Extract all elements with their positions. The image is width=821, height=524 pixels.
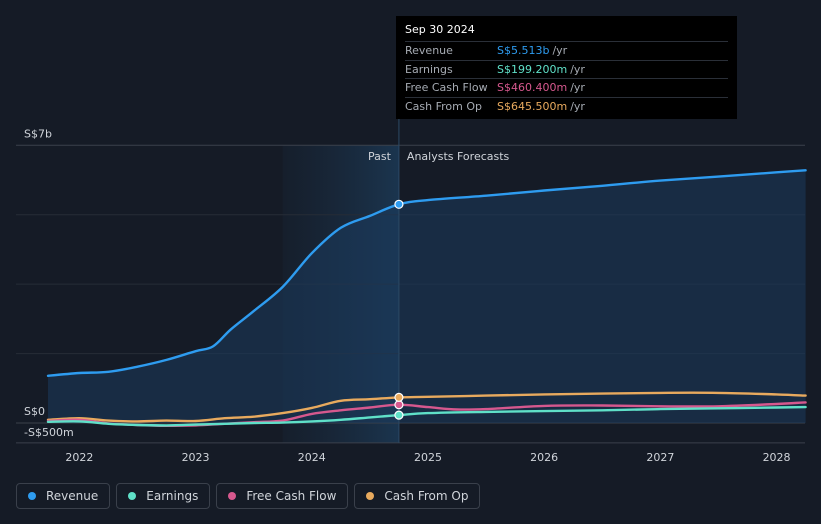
marker-cash-from-op xyxy=(394,392,404,402)
area-revenue xyxy=(48,170,806,423)
tooltip-unit: /yr xyxy=(570,99,585,113)
series-line-earnings xyxy=(46,405,807,427)
tooltip: Sep 30 2024 Revenue S$5.513b /yr Earning… xyxy=(396,16,737,119)
x-axis-ticks: 2022 2023 2024 2025 2026 2027 2028 xyxy=(65,451,790,464)
legend-label: Free Cash Flow xyxy=(246,489,337,503)
tooltip-date: Sep 30 2024 xyxy=(405,23,475,36)
legend-label: Cash From Op xyxy=(384,489,469,503)
tooltip-value: S$199.200m xyxy=(497,62,568,76)
x-tick-label: 2022 xyxy=(65,451,93,464)
legend-dot-icon xyxy=(128,492,137,500)
past-label: Past xyxy=(368,150,392,163)
tooltip-value: S$5.513b xyxy=(497,44,550,58)
series-areas xyxy=(48,170,806,423)
legend-item-free-cash-flow[interactable]: Free Cash Flow xyxy=(216,483,349,509)
x-tick-label: 2024 xyxy=(298,451,326,464)
x-tick-label: 2025 xyxy=(414,451,442,464)
legend-dot-icon xyxy=(28,492,36,500)
legend-dot-icon xyxy=(366,492,375,500)
legend-dot-icon xyxy=(228,492,237,500)
tooltip-unit: /yr xyxy=(570,62,585,76)
x-tick-label: 2026 xyxy=(530,451,558,464)
y-label-top: S$7b xyxy=(24,127,52,140)
tooltip-label: Earnings xyxy=(405,62,453,76)
marker-earnings xyxy=(394,410,404,420)
series-line-cash-from-op xyxy=(46,391,807,423)
tooltip-row-free-cash-flow: Free Cash Flow S$460.400m /yr xyxy=(405,78,728,97)
tooltip-label: Free Cash Flow xyxy=(405,81,488,95)
marker-revenue xyxy=(394,199,404,209)
series-lines xyxy=(46,169,807,428)
forecast-label: Analysts Forecasts xyxy=(407,150,510,163)
y-label-zero: S$0 xyxy=(24,405,45,418)
tooltip-row-cash-from-op: Cash From Op S$645.500m /yr xyxy=(405,96,728,116)
tooltip-label: Cash From Op xyxy=(405,99,483,113)
legend-label: Revenue xyxy=(46,489,99,503)
tooltip-label: Revenue xyxy=(405,44,453,58)
tooltip-value: S$460.400m xyxy=(497,81,568,95)
tooltip-unit: /yr xyxy=(552,44,568,58)
series-line-revenue xyxy=(46,169,807,377)
hover-markers xyxy=(394,199,404,420)
tooltip-value: S$645.500m xyxy=(497,99,568,113)
legend-label: Earnings xyxy=(146,489,199,503)
legend-item-cash-from-op[interactable]: Cash From Op xyxy=(354,483,481,509)
x-tick-label: 2027 xyxy=(646,451,674,464)
x-tick-label: 2028 xyxy=(763,451,791,464)
tooltip-row-earnings: Earnings S$199.200m /yr xyxy=(405,59,728,79)
x-tick-label: 2023 xyxy=(182,451,210,464)
tooltip-row-revenue: Revenue S$5.513b /yr xyxy=(405,41,728,60)
y-label-bottom: -S$500m xyxy=(24,426,74,439)
legend: Revenue Earnings Free Cash Flow Cash Fro… xyxy=(16,483,481,509)
legend-item-earnings[interactable]: Earnings xyxy=(116,483,211,509)
legend-item-revenue[interactable]: Revenue xyxy=(16,483,111,509)
tooltip-unit: /yr xyxy=(570,81,585,95)
